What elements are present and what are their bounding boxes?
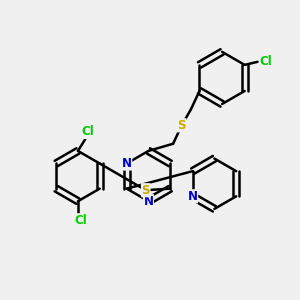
Text: Cl: Cl bbox=[74, 214, 87, 227]
Text: N: N bbox=[143, 195, 154, 208]
Text: N: N bbox=[188, 190, 198, 203]
Text: Cl: Cl bbox=[82, 125, 94, 138]
Text: N: N bbox=[122, 157, 132, 170]
Text: Cl: Cl bbox=[260, 55, 272, 68]
Text: S: S bbox=[142, 184, 150, 197]
Text: S: S bbox=[178, 119, 186, 132]
